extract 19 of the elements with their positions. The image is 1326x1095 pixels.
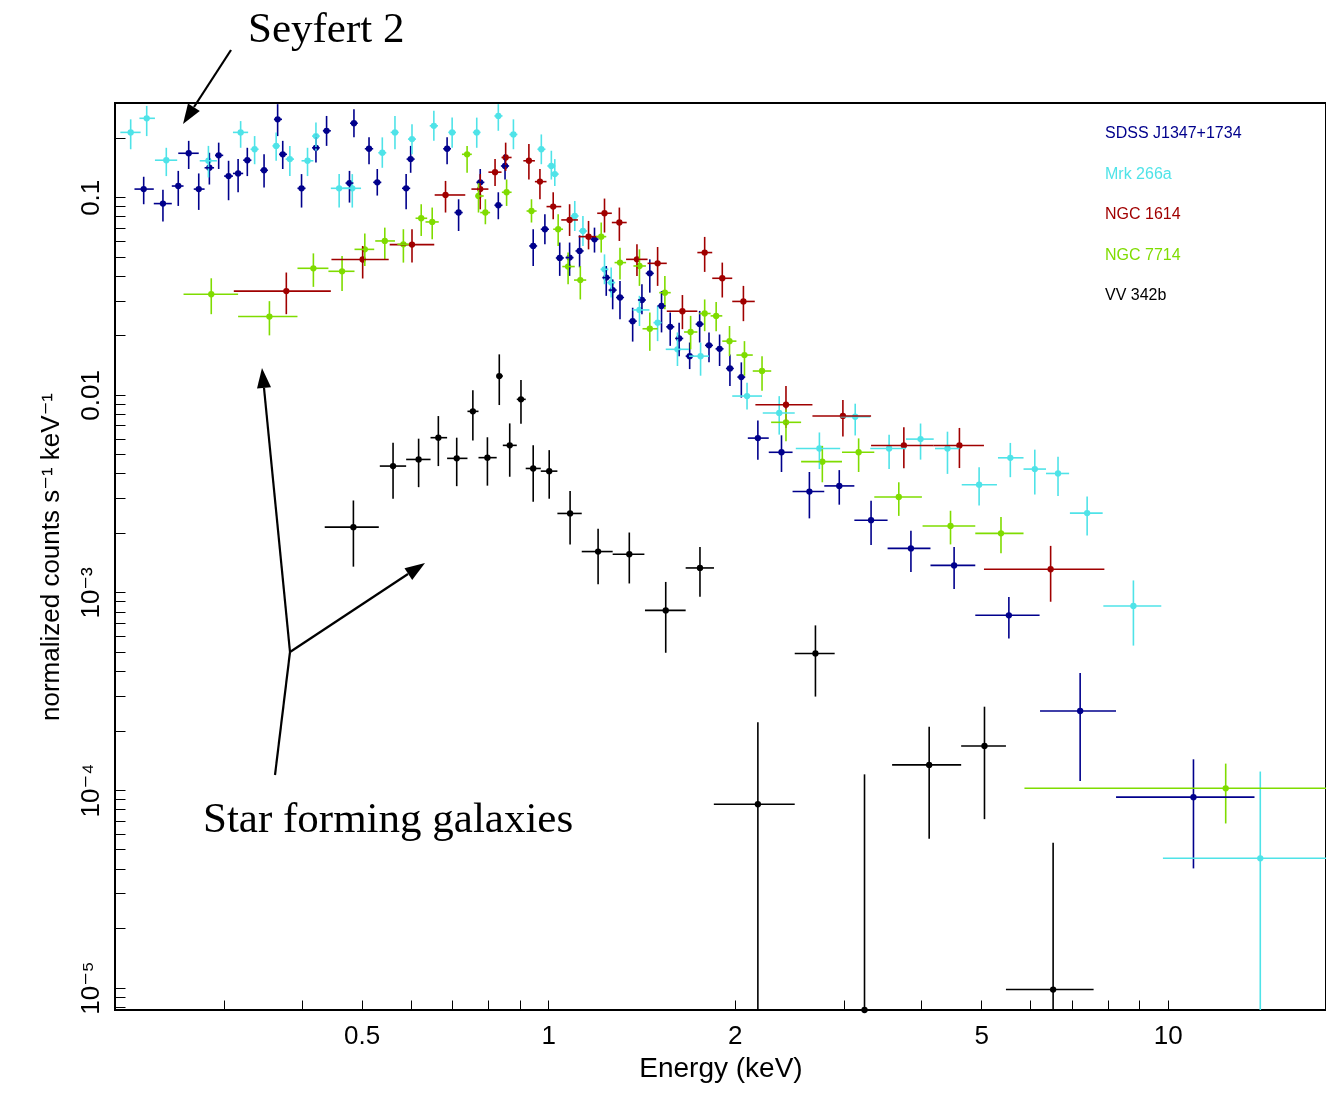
text: Mrk 266a [1105,164,1172,182]
annotation: Star forming galaxies [203,794,574,841]
y-tick-label: 0.01 [74,370,105,421]
x-tick-label: 0.5 [344,1019,381,1050]
y-tick-label: 0.1 [74,179,105,216]
x-axis-title: Energy (keV) [639,1051,803,1083]
text: NGC 7714 [1105,245,1181,263]
x-tick-label: 10 [1153,1019,1183,1050]
y-tick-label: 10⁻⁴ [74,763,105,818]
x-tick-label: 1 [541,1019,556,1050]
y-tick-label: 10⁻³ [74,566,105,619]
x-tick-label: 2 [727,1019,743,1050]
text: NGC 1614 [1105,205,1181,222]
y-tick-label: 10⁻⁵ [74,961,105,1015]
x-tick-label: 5 [974,1019,990,1050]
y-axis-title: normalized counts s⁻¹ keV⁻¹ [34,392,65,722]
text: VV 342b [1105,286,1167,303]
text: Seyfert 2 [248,4,405,51]
text: SDSS J1347+1734 [1105,124,1242,141]
